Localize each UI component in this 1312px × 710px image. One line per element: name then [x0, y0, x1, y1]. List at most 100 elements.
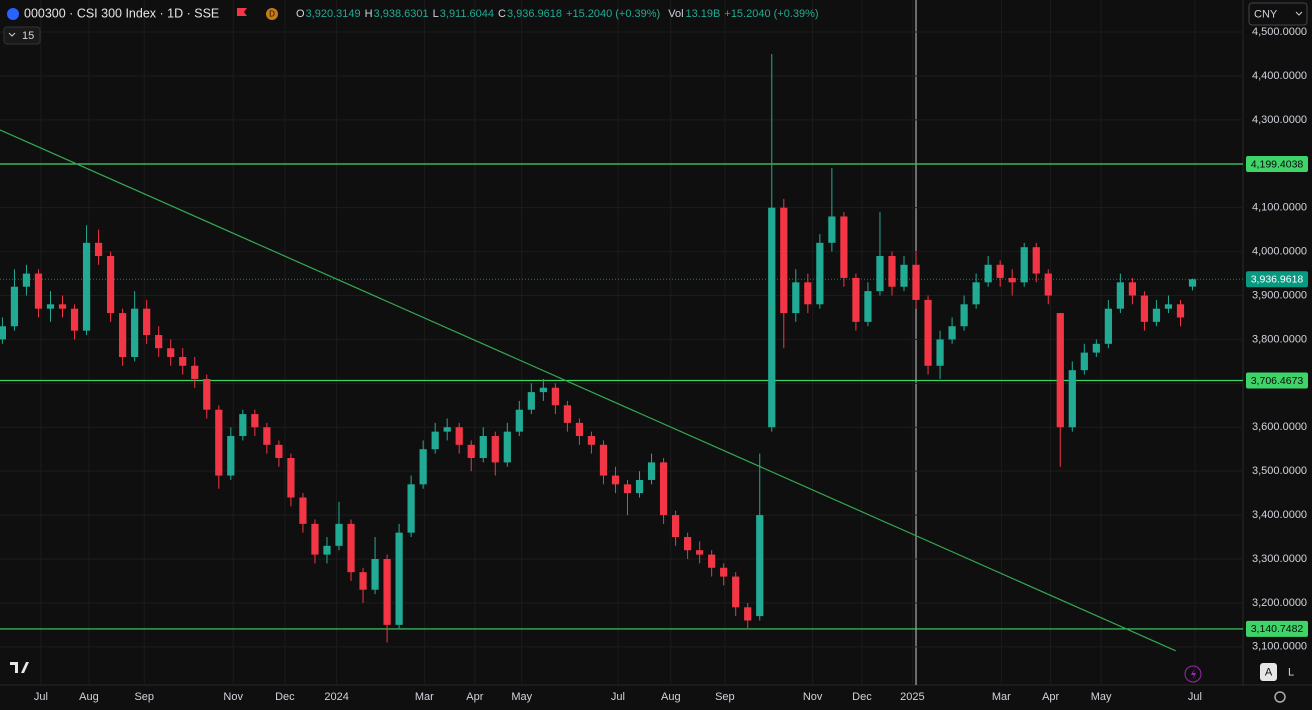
candle-body [816, 242, 824, 305]
candle-body [22, 273, 31, 287]
y-tick-label: 4,000.0000 [1252, 246, 1307, 258]
candle-body [503, 431, 511, 463]
y-tick-label: 4,100.0000 [1252, 202, 1307, 214]
x-tick-label: Apr [466, 691, 483, 703]
candle-body [239, 414, 247, 437]
candle-body [960, 304, 968, 327]
legend-text: C [498, 8, 506, 20]
badge-icon [266, 8, 278, 20]
settings-icon[interactable] [1274, 691, 1286, 703]
y-tick-label: 3,600.0000 [1252, 421, 1307, 433]
y-tick-label: 3,300.0000 [1252, 553, 1307, 565]
chevron [8, 32, 16, 37]
candle-body [756, 515, 764, 617]
legend-text: O [296, 8, 305, 20]
y-tick-label: 3,900.0000 [1252, 289, 1307, 301]
x-tick-label: Apr [1042, 691, 1059, 703]
legend-text: +15.2040 (+0.39%) [566, 8, 660, 20]
candle-body [131, 308, 139, 357]
candle-body [972, 282, 980, 305]
y-tick-label: 4,400.0000 [1252, 70, 1307, 82]
alert-icon[interactable] [1184, 665, 1202, 683]
y-tick-label: 4,500.0000 [1252, 26, 1307, 38]
candle-body [864, 291, 872, 322]
log-label[interactable]: L [1288, 666, 1294, 678]
x-tick-label: Jul [1188, 691, 1202, 703]
ohlc-legend: O 3,920.3149 H 3,938.6301 L 3,911.6044 C 3,936.… [296, 8, 819, 20]
legend-text: 3,920.3149 [306, 8, 361, 20]
candle-body [1020, 247, 1028, 283]
candle-body [335, 523, 343, 546]
candle-body [167, 348, 175, 357]
candle-body [792, 282, 800, 314]
candle-body [828, 216, 836, 243]
candle-body [359, 572, 367, 590]
candle-body [587, 436, 596, 445]
x-tick-label: May [1091, 691, 1112, 703]
candle-body [623, 484, 632, 494]
interval-box[interactable] [3, 26, 41, 45]
candle-body [467, 444, 475, 458]
x-tick-label: May [511, 691, 532, 703]
candle-body [732, 576, 740, 608]
candle-body [684, 537, 692, 551]
currency-button[interactable] [1248, 2, 1308, 26]
candle-body [1008, 277, 1016, 283]
candle-body [299, 497, 307, 524]
candle-body [82, 242, 91, 331]
x-tick-label: Dec [852, 691, 872, 703]
candle-body [155, 335, 163, 349]
candle-body [1104, 308, 1112, 344]
candle-body [551, 387, 559, 406]
candle-body [888, 255, 896, 287]
candle-body [527, 392, 535, 410]
candle-body [1068, 370, 1076, 428]
logo [10, 662, 29, 673]
candle-body [1056, 313, 1064, 428]
candle-body [34, 273, 43, 309]
candle-body [1080, 352, 1088, 371]
candle-body [804, 282, 812, 305]
level-label: 3,706.4673 [1251, 375, 1304, 387]
candle-body [383, 558, 391, 625]
candle-body [912, 264, 920, 300]
candle-body [1188, 279, 1197, 287]
chevron [1295, 11, 1303, 16]
legend-text: L [433, 8, 439, 20]
y-tick-label: 3,200.0000 [1252, 597, 1307, 609]
candle-body [948, 326, 956, 340]
candle-body [876, 255, 884, 292]
candle-body [263, 427, 271, 445]
candle-body [1152, 308, 1161, 322]
x-tick-label: 2024 [324, 691, 348, 703]
candle-body [984, 264, 992, 283]
candle-body [659, 462, 668, 516]
candle-body [215, 409, 223, 476]
x-tick-label: Sep [134, 691, 154, 703]
candle-body [58, 304, 67, 309]
auto-button[interactable] [1260, 663, 1277, 681]
candle-body [996, 264, 1004, 278]
x-tick-label: Mar [992, 691, 1011, 703]
candle-body [647, 462, 656, 480]
candle-body [936, 339, 944, 366]
x-tick-label: Aug [79, 691, 99, 703]
candle-body [1032, 247, 1040, 274]
candle-body [1128, 282, 1137, 296]
last-price-tag [1246, 271, 1308, 288]
candle-body [179, 356, 187, 366]
candle-body [720, 567, 728, 577]
candle-body [491, 436, 499, 463]
symbol-title: 000300 · CSI 300 Index · 1D · SSE [24, 6, 219, 20]
candle-body [431, 431, 439, 450]
legend-text: 3,911.6044 [440, 8, 494, 20]
level-label: 4,199.4038 [1251, 158, 1304, 170]
x-tick-label: Mar [415, 691, 434, 703]
legend-text: H [365, 8, 373, 20]
badge: D [269, 10, 275, 19]
candle-body [143, 308, 151, 336]
candle-body [191, 365, 199, 379]
x-tick-label: 2025 [900, 691, 924, 703]
y-tick-label: 3,100.0000 [1252, 641, 1307, 653]
